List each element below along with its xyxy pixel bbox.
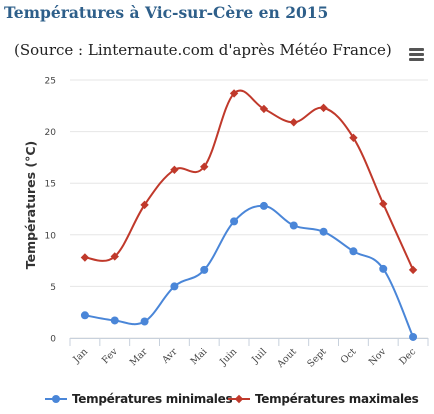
x-tick-label: Nov [367, 346, 389, 368]
data-point-min[interactable] [259, 201, 268, 210]
data-point-max[interactable] [289, 118, 298, 127]
data-point-max[interactable] [110, 252, 119, 261]
x-tick-label: Mar [128, 346, 150, 368]
hamburger-menu-icon [409, 48, 424, 51]
y-tick-label: 15 [45, 180, 56, 190]
data-point-max[interactable] [408, 265, 418, 275]
data-point-min[interactable] [289, 221, 298, 230]
circle-marker-icon [52, 395, 60, 403]
x-tick-label: Dec [397, 346, 418, 367]
legend-label-minimales: Températures minimales [72, 392, 233, 406]
data-point-min[interactable] [80, 311, 89, 320]
data-point-min[interactable] [140, 317, 149, 326]
data-point-min[interactable] [319, 227, 328, 236]
x-tick-label: Sept [305, 346, 328, 369]
data-point-max[interactable] [200, 162, 209, 171]
y-tick-label: 5 [50, 283, 56, 293]
data-point-max[interactable] [170, 165, 179, 174]
x-tick-label: Aout [274, 346, 299, 371]
y-axis-label: Températures (°C) [23, 141, 38, 270]
x-tick-label: Jan [71, 346, 91, 366]
data-point-min[interactable] [200, 265, 209, 274]
x-axis: Jan Fev Mar Avr Mai Juin Juil Aout Sept Oct Nov Dec [69, 338, 429, 371]
page-title: Températures à Vic-sur-Cère en 2015 [4, 3, 329, 22]
series-layer [80, 89, 418, 341]
data-point-max[interactable] [379, 199, 388, 209]
y-tick-label: 0 [50, 335, 56, 345]
y-tick-label: 10 [45, 231, 57, 241]
legend-symbol-minimales [45, 391, 67, 407]
x-tick-label: Oct [339, 346, 359, 366]
x-tick-label: Mai [189, 346, 210, 367]
chart-subtitle: (Source : Linternaute.com d'après Météo … [14, 41, 392, 59]
data-point-max[interactable] [140, 200, 149, 210]
y-axis: 0 5 10 15 20 25 [45, 77, 57, 345]
data-point-max[interactable] [349, 133, 358, 142]
x-tick-label: Fev [100, 346, 120, 366]
diamond-marker-icon [234, 394, 244, 404]
y-tick-label: 20 [45, 128, 57, 138]
x-tick-label: Avr [159, 346, 179, 366]
data-point-max[interactable] [319, 103, 328, 113]
legend-item-maximales[interactable]: Températures maximales [228, 389, 419, 409]
x-tick-label: Juin [217, 346, 239, 368]
legend-symbol-maximales [228, 391, 250, 407]
chart-menu-button[interactable] [404, 44, 428, 66]
data-point-min[interactable] [170, 282, 179, 291]
data-point-max[interactable] [259, 104, 269, 114]
y-tick-label: 25 [45, 77, 56, 87]
data-point-max[interactable] [80, 253, 90, 262]
data-point-min[interactable] [409, 332, 418, 341]
legend-item-minimales[interactable]: Températures minimales [45, 389, 233, 409]
data-point-min[interactable] [379, 264, 388, 273]
legend-label-maximales: Températures maximales [255, 392, 419, 406]
data-point-min[interactable] [349, 247, 358, 256]
x-tick-label: Juil [249, 346, 269, 366]
data-point-min[interactable] [110, 316, 119, 325]
series-line-1 [84, 89, 414, 271]
data-point-max[interactable] [229, 89, 239, 98]
data-point-min[interactable] [230, 217, 239, 226]
